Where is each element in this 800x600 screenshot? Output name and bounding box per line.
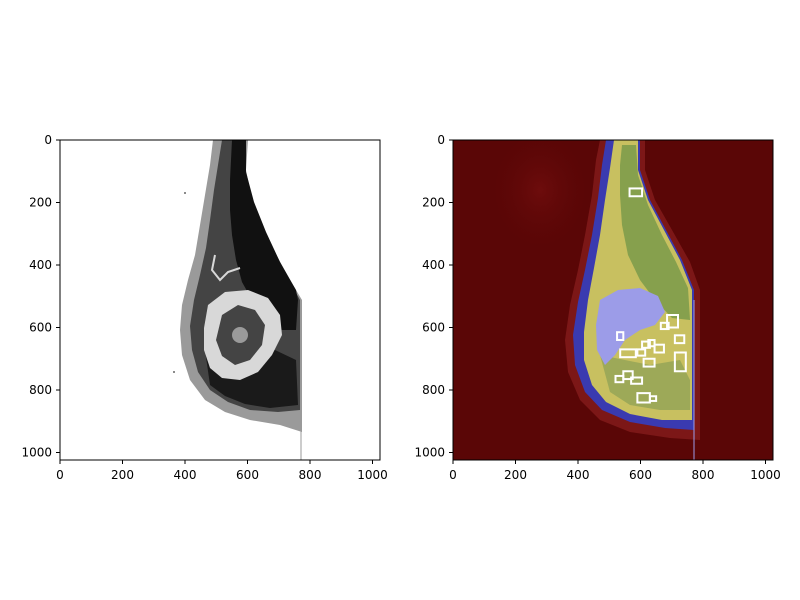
x-tick-label: 200 (504, 468, 527, 482)
x-tick-label: 600 (236, 468, 259, 482)
x-tick-label: 400 (174, 468, 197, 482)
artifact-dot (173, 371, 175, 373)
artifact-dot (184, 192, 186, 194)
detection-box (641, 340, 651, 349)
left-y-axis: 0 200 400 600 800 1000 (21, 133, 60, 460)
y-tick-label: 400 (29, 258, 52, 272)
y-tick-label: 800 (29, 383, 52, 397)
x-tick-label: 1000 (357, 468, 388, 482)
y-tick-label: 0 (437, 133, 445, 147)
detection-box (653, 343, 665, 354)
x-tick-label: 1000 (750, 468, 781, 482)
segmentation-image (173, 140, 302, 460)
x-tick-label: 600 (629, 468, 652, 482)
detection-box (642, 357, 656, 368)
y-tick-label: 400 (422, 258, 445, 272)
y-tick-label: 600 (29, 321, 52, 335)
detection-box (628, 187, 644, 198)
y-tick-label: 1000 (414, 446, 445, 460)
dense-tissue-region (230, 140, 298, 330)
detection-box (666, 314, 679, 329)
left-x-axis: 0 200 400 600 800 1000 (56, 460, 388, 482)
detection-box (647, 339, 656, 348)
y-tick-label: 1000 (21, 446, 52, 460)
y-tick-label: 200 (29, 196, 52, 210)
x-tick-label: 800 (692, 468, 715, 482)
x-tick-label: 0 (449, 468, 457, 482)
detection-boxes (614, 187, 687, 404)
detection-box (619, 348, 637, 359)
segmentation-panel: 0 200 400 600 800 1000 0 200 400 600 800… (21, 133, 387, 482)
detection-box (630, 376, 644, 385)
tissue-green-lower (600, 355, 690, 410)
left-frame (59, 139, 381, 461)
right-x-axis: 0 200 400 600 800 1000 (449, 460, 781, 482)
x-tick-label: 0 (56, 468, 64, 482)
heatmap-panel: 0 200 400 600 800 1000 0 200 400 600 800… (414, 133, 780, 482)
detection-box (659, 321, 670, 331)
detection-box (636, 348, 647, 357)
pale-streak (210, 254, 241, 282)
detection-box (616, 331, 625, 341)
x-tick-label: 400 (567, 468, 590, 482)
detection-box (648, 395, 658, 402)
x-tick-label: 800 (299, 468, 322, 482)
detection-box (673, 334, 686, 345)
y-tick-label: 200 (422, 196, 445, 210)
right-frame (452, 139, 774, 461)
detection-box (673, 351, 687, 373)
heatmap-image (495, 140, 700, 460)
tissue-core (596, 288, 665, 365)
y-tick-label: 600 (422, 321, 445, 335)
y-tick-label: 0 (44, 133, 52, 147)
y-tick-label: 800 (422, 383, 445, 397)
detection-box (614, 374, 625, 384)
right-y-axis: 0 200 400 600 800 1000 (414, 133, 453, 460)
core-spot (232, 327, 248, 343)
x-tick-label: 200 (111, 468, 134, 482)
background-glow (495, 140, 585, 245)
